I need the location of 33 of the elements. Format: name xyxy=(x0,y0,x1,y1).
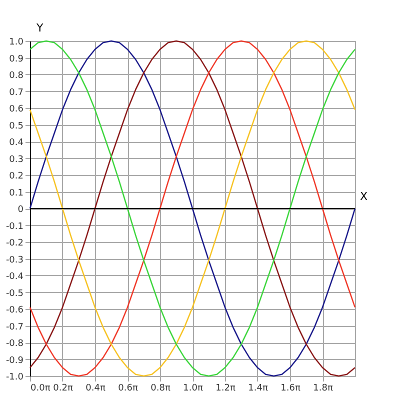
y-tick-label: 0.2 xyxy=(9,172,24,182)
x-tick-label: 0.8π xyxy=(150,384,171,394)
y-tick-label: -0.5 xyxy=(6,288,24,299)
y-tick-label: -0.9 xyxy=(6,356,24,366)
x-tick-label: 0.0π xyxy=(30,384,51,394)
y-tick-label: 0.6 xyxy=(9,104,24,114)
y-tick-label: 0.5 xyxy=(9,121,24,132)
y-tick-label: 0.7 xyxy=(9,88,24,98)
y-tick-label: 0.1 xyxy=(9,188,24,198)
x-tick-label: 1.2π xyxy=(216,384,236,394)
y-tick-label: 0.3 xyxy=(9,154,24,165)
y-tick-label: 0.8 xyxy=(9,71,24,81)
y-axis-title: Y xyxy=(36,22,44,34)
y-tick-label: 0.9 xyxy=(9,54,24,64)
y-tick-label: -0.2 xyxy=(6,238,24,248)
y-tick-label: -0.1 xyxy=(6,222,24,232)
x-tick-label: 0.2π xyxy=(53,384,74,394)
x-tick-label: 1.8π xyxy=(313,384,334,394)
y-tick-label: 1.0 xyxy=(9,38,24,48)
y-tick-label: -0.7 xyxy=(6,322,24,332)
x-tick-label: 1.0π xyxy=(183,384,204,394)
y-tick-label: -1.0 xyxy=(6,372,24,382)
x-axis-title: X xyxy=(360,190,368,203)
x-tick-label: 1.6π xyxy=(280,384,301,394)
y-tick-label: -0.3 xyxy=(6,255,24,266)
y-tick-label: -0.6 xyxy=(6,306,24,316)
y-tick-label: 0.4 xyxy=(9,138,24,148)
x-tick-label: 1.4π xyxy=(248,384,268,394)
y-tick-label: -0.4 xyxy=(6,272,24,282)
x-tick-label: 0.4π xyxy=(86,384,106,394)
y-tick-label: -0.8 xyxy=(6,339,24,349)
y-tick-label: 0 xyxy=(18,205,24,215)
x-tick-label: 0.6π xyxy=(118,384,138,394)
